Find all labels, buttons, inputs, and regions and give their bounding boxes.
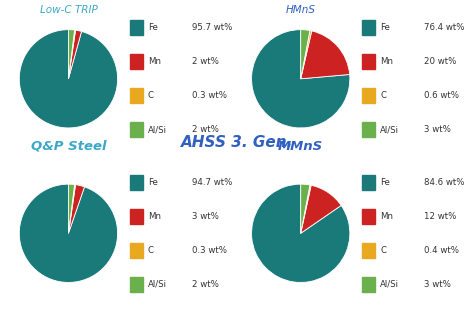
Wedge shape bbox=[301, 185, 311, 233]
Bar bbox=[362, 54, 375, 69]
Text: 3 wt%: 3 wt% bbox=[192, 212, 219, 221]
Text: MMnS: MMnS bbox=[278, 140, 323, 153]
Text: Fe: Fe bbox=[380, 23, 390, 32]
Text: 20 wt%: 20 wt% bbox=[424, 57, 456, 66]
Text: Mn: Mn bbox=[380, 57, 393, 66]
Wedge shape bbox=[68, 185, 84, 233]
Wedge shape bbox=[19, 184, 118, 282]
Text: 0.3 wt%: 0.3 wt% bbox=[192, 246, 227, 255]
Wedge shape bbox=[68, 30, 82, 79]
Text: Fe: Fe bbox=[380, 178, 390, 187]
Wedge shape bbox=[252, 184, 350, 282]
Text: 95.7 wt%: 95.7 wt% bbox=[192, 23, 232, 32]
Bar bbox=[362, 209, 375, 224]
Text: Mn: Mn bbox=[148, 57, 161, 66]
Bar bbox=[362, 88, 375, 103]
Text: 76.4 wt%: 76.4 wt% bbox=[424, 23, 465, 32]
Text: Mn: Mn bbox=[380, 212, 393, 221]
Text: 0.4 wt%: 0.4 wt% bbox=[424, 246, 459, 255]
Text: Mn: Mn bbox=[148, 212, 161, 221]
Text: Fe: Fe bbox=[148, 178, 158, 187]
Bar bbox=[130, 122, 143, 137]
Bar bbox=[362, 175, 375, 190]
Wedge shape bbox=[68, 30, 74, 79]
Bar bbox=[130, 20, 143, 35]
Text: C: C bbox=[148, 246, 154, 255]
Wedge shape bbox=[68, 30, 75, 79]
Text: 0.6 wt%: 0.6 wt% bbox=[424, 91, 459, 100]
Text: 2 wt%: 2 wt% bbox=[192, 280, 219, 289]
Bar bbox=[130, 277, 143, 292]
Text: Al/Si: Al/Si bbox=[380, 125, 399, 134]
Text: Fe: Fe bbox=[148, 23, 158, 32]
Wedge shape bbox=[301, 31, 312, 79]
Bar bbox=[130, 175, 143, 190]
Wedge shape bbox=[301, 30, 310, 79]
Bar bbox=[362, 20, 375, 35]
Bar bbox=[362, 122, 375, 137]
Text: 0.3 wt%: 0.3 wt% bbox=[192, 91, 227, 100]
Text: AHSS 3. Gen.: AHSS 3. Gen. bbox=[181, 135, 293, 150]
Bar bbox=[362, 277, 375, 292]
Text: C: C bbox=[148, 91, 154, 100]
Wedge shape bbox=[19, 30, 118, 128]
Wedge shape bbox=[301, 185, 341, 233]
Wedge shape bbox=[68, 184, 75, 233]
Wedge shape bbox=[252, 30, 350, 128]
Text: Fe 76.4 wt%: Fe 76.4 wt% bbox=[208, 167, 270, 176]
Text: 2 wt%: 2 wt% bbox=[192, 125, 219, 134]
Text: 94.7 wt%: 94.7 wt% bbox=[192, 178, 232, 187]
Text: 2 wt%: 2 wt% bbox=[192, 57, 219, 66]
Bar bbox=[130, 209, 143, 224]
Text: 3 wt%: 3 wt% bbox=[424, 280, 451, 289]
Wedge shape bbox=[68, 184, 74, 233]
Text: HMnS: HMnS bbox=[286, 6, 316, 15]
Bar bbox=[130, 88, 143, 103]
Text: 84.6 wt%: 84.6 wt% bbox=[424, 178, 465, 187]
Text: Fe 95.7 wt%: Fe 95.7 wt% bbox=[0, 167, 38, 176]
Text: Low-C TRIP: Low-C TRIP bbox=[39, 6, 97, 15]
Text: Al/Si: Al/Si bbox=[148, 125, 167, 134]
Bar bbox=[130, 54, 143, 69]
Text: 3 wt%: 3 wt% bbox=[424, 125, 451, 134]
Text: Q&P Steel: Q&P Steel bbox=[31, 140, 106, 153]
Wedge shape bbox=[301, 31, 350, 79]
Bar bbox=[362, 243, 375, 258]
Text: C: C bbox=[380, 246, 386, 255]
Text: Al/Si: Al/Si bbox=[148, 280, 167, 289]
Wedge shape bbox=[301, 184, 310, 233]
Text: 12 wt%: 12 wt% bbox=[424, 212, 456, 221]
Text: Al/Si: Al/Si bbox=[380, 280, 399, 289]
Bar bbox=[130, 243, 143, 258]
Text: C: C bbox=[380, 91, 386, 100]
